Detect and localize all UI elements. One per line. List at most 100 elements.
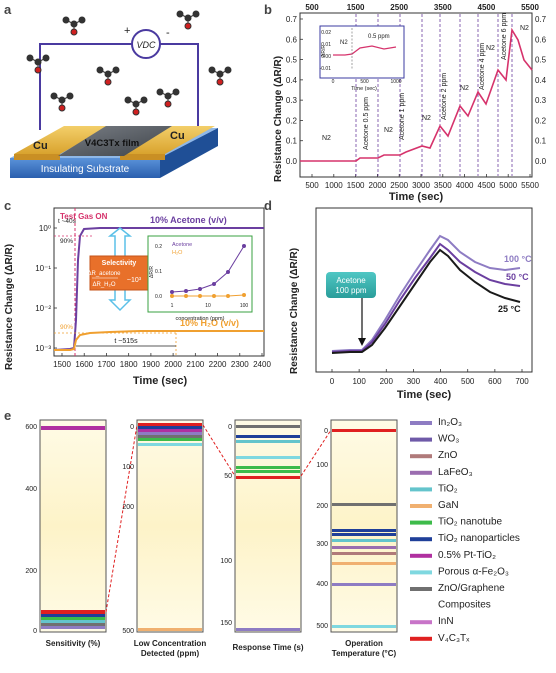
y-tick-b: 0.1: [286, 137, 298, 146]
column-axis-label: Detected (ppm): [141, 649, 200, 658]
y-tick-right-b: 0.1: [535, 137, 547, 146]
y-tick-b: 0.6: [286, 35, 298, 44]
column-tick: 0: [130, 424, 134, 431]
gas-label-b: N2: [384, 127, 393, 134]
bar-rt-tio2nt: [236, 466, 300, 469]
ylabel-c: Resistance Change (ΔR/R): [4, 244, 15, 370]
inset-curve-b: [333, 45, 397, 56]
legend-label: Porous α-Fe₂O₃: [438, 566, 509, 577]
gas-label-b: Acetone 1 ppm: [399, 93, 406, 140]
y-tick-b: 0.0: [286, 157, 298, 166]
y-tick-right-b: 0.7: [535, 15, 547, 24]
column-low-conc: [136, 419, 204, 633]
cu-pad-left: [14, 126, 110, 154]
sel-den: ΔR_H₂O: [92, 282, 115, 288]
y-ticks-c: 10⁰ 10⁻¹ 10⁻² 10⁻³: [35, 224, 57, 353]
y-tick-b: 0.4: [286, 76, 298, 85]
panel-label-a: a: [4, 2, 12, 17]
cu-right-label: Cu: [170, 130, 185, 142]
curve-25c: [331, 248, 521, 354]
legend-swatch: [410, 636, 432, 641]
bar-ot-zno-g: [332, 503, 396, 506]
bars-low-conc: [138, 423, 202, 631]
panel-c: c Resistance Change (ΔR/R) Time (sec) 15…: [4, 198, 271, 387]
response-curve-b: [300, 27, 533, 162]
x-tick-c: 2100: [186, 360, 204, 369]
legend-label: Composites: [438, 600, 491, 611]
gas-label-b: N2: [422, 115, 431, 122]
legend-label: WO₃: [438, 434, 459, 445]
bar-lc-in2o3: [138, 432, 202, 435]
gas-label-b: Acetone 2 ppm: [441, 73, 448, 120]
substrate-label: Insulating Substrate: [41, 164, 130, 175]
x-tick-c: 2400: [253, 360, 271, 369]
legend-label: In₂O₃: [438, 417, 462, 428]
x-tick-b: 2500: [390, 181, 408, 190]
voltage-label: VDC: [136, 40, 156, 50]
column-sensitivity: [39, 419, 107, 633]
substrate: [10, 158, 160, 178]
bar-ot-lafeo3: [332, 546, 396, 549]
label-100c: 100 °C: [504, 254, 532, 264]
column-tick: 200: [122, 504, 134, 511]
plot-frame-d: [315, 207, 533, 373]
inset-acetone-curve: [171, 245, 245, 293]
inset-y-ticks-b: 0.02 0.01 0.00 -0.01: [320, 30, 332, 72]
cu-pad-left-edge: [14, 154, 60, 160]
legend-swatch: [410, 421, 432, 425]
column-tick: 400: [316, 581, 328, 588]
y-tick-c: 10⁻²: [35, 304, 51, 313]
inset-x-tick-b: 500: [360, 79, 369, 85]
bars-response-time: [236, 425, 300, 631]
y-ticks-right-b: 0.0 0.1 0.2 0.3 0.4 0.5 0.6 0.7: [535, 15, 547, 166]
callout-text-2: 100 ppm: [335, 286, 366, 295]
bar-rt-in2o3: [236, 628, 300, 631]
y-tick-right-b: 0.6: [535, 35, 547, 44]
column-tick: 200: [25, 568, 37, 575]
inset-legend-acetone: Acetone: [172, 242, 192, 248]
x-tick-c: 2200: [209, 360, 227, 369]
xlabel-c: Time (sec): [133, 375, 188, 387]
x-tick-d: 300: [407, 377, 421, 386]
column-tick: 150: [220, 620, 232, 627]
panel-label-b: b: [264, 2, 272, 17]
column-tick: 0: [33, 628, 37, 635]
inset-x-tick-c: 1: [171, 303, 174, 309]
gas-labels-b: N2 Acetone 0.5 ppm N2 Acetone 1 ppm N2 Aceton…: [322, 13, 529, 150]
callout-text-1: Acetone: [336, 276, 366, 285]
inset-h2o-curve: [172, 294, 245, 297]
legend-swatch: [410, 520, 432, 525]
legend-swatch: [410, 437, 432, 442]
y-tick-right-b: 0.5: [535, 56, 547, 65]
inset-x-ticks-b: 0 500 1000: [332, 79, 402, 85]
x-tick-c: 1500: [53, 360, 71, 369]
inset-ylabel-c: ΔR/R: [149, 266, 155, 278]
legend-swatch: [410, 537, 432, 542]
inset-x-tick-b: 1000: [390, 79, 401, 85]
legend-label: V₄C₃Tₓ: [438, 633, 470, 644]
column-tick: 400: [25, 486, 37, 493]
film-label: V4C3Tx film: [85, 138, 139, 149]
column-axis-label: Response Time (s): [233, 643, 304, 652]
inset-x-tick-b: 0: [332, 79, 335, 85]
bar-ot-tio2: [332, 539, 396, 542]
x-tick-b: 500: [305, 181, 319, 190]
column-axis-label: Operation: [345, 639, 383, 648]
column-tick: 100: [122, 464, 134, 471]
y-tick-b: 0.2: [286, 116, 298, 125]
x-tick-d: 400: [434, 377, 448, 386]
x-tick-top-b: 500: [305, 3, 319, 12]
bar-rt-tio2nt-2: [236, 470, 300, 473]
x-tick-c: 1600: [75, 360, 93, 369]
x-tick-c: 1900: [142, 360, 160, 369]
inset-c: Acetone H₂O concentration (ppm) ΔR/R 1 10…: [147, 235, 253, 322]
panel-label-c: c: [4, 198, 11, 213]
column-tick: 100: [316, 462, 328, 469]
panel-e: e: [4, 408, 520, 658]
legend-label: LaFeO₃: [438, 467, 473, 478]
bars-operation-temp: [332, 429, 396, 628]
voltage-source: [131, 29, 161, 59]
column-tick: 600: [25, 424, 37, 431]
x-tick-d: 500: [461, 377, 475, 386]
